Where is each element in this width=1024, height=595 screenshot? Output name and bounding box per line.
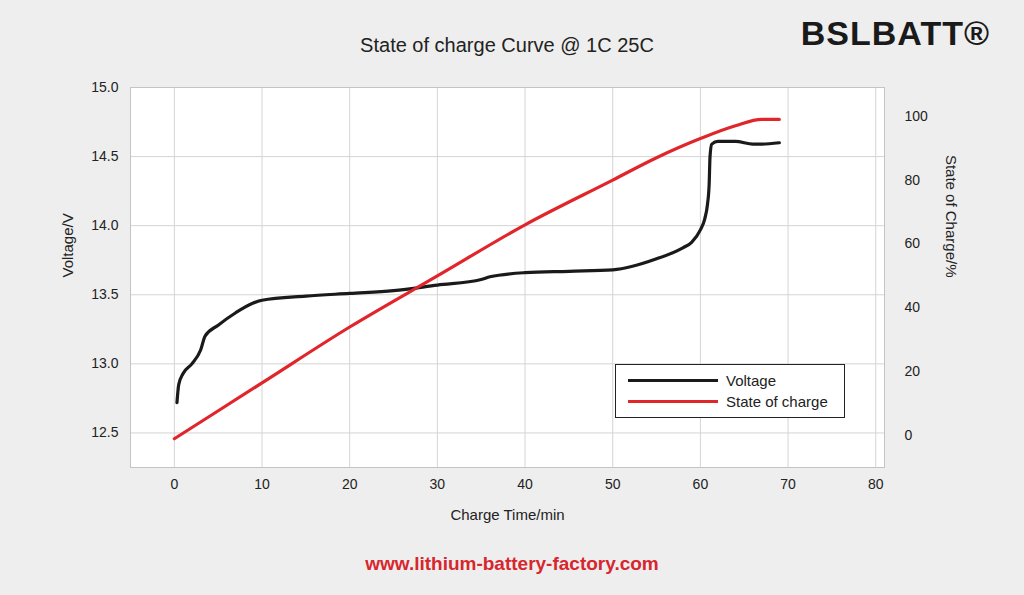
svg-text:0: 0 xyxy=(905,427,913,443)
html-text:BSLBATT®: BSLBATT® xyxy=(800,14,990,52)
svg-text:14.0: 14.0 xyxy=(91,217,118,233)
svg-text:60: 60 xyxy=(693,476,709,492)
html-text:www.lithium-battery-factory.co: www.lithium-battery-factory.com xyxy=(365,553,659,574)
svg-text:40: 40 xyxy=(517,476,533,492)
svg-text:100: 100 xyxy=(905,108,929,124)
svg-text:20: 20 xyxy=(905,363,921,379)
svg-text:80: 80 xyxy=(868,476,884,492)
svg-text:13.5: 13.5 xyxy=(91,286,118,302)
svg-text:13.0: 13.0 xyxy=(91,355,118,371)
svg-text:State of Charge/%: State of Charge/% xyxy=(943,155,960,278)
svg-text:12.5: 12.5 xyxy=(91,424,118,440)
svg-text:60: 60 xyxy=(905,235,921,251)
svg-text:50: 50 xyxy=(605,476,621,492)
svg-text:20: 20 xyxy=(342,476,358,492)
svg-text:70: 70 xyxy=(780,476,796,492)
svg-text:14.5: 14.5 xyxy=(91,148,118,164)
svg-text:15.0: 15.0 xyxy=(91,79,118,95)
svg-text:40: 40 xyxy=(905,299,921,315)
html-text:State of charge: State of charge xyxy=(726,393,828,410)
svg-text:Voltage/V: Voltage/V xyxy=(59,213,76,277)
svg-text:10: 10 xyxy=(254,476,270,492)
svg-text:Charge Time/min: Charge Time/min xyxy=(450,506,564,523)
svg-text:30: 30 xyxy=(430,476,446,492)
svg-text:80: 80 xyxy=(905,172,921,188)
svg-text:0: 0 xyxy=(170,476,178,492)
html-text:Voltage: Voltage xyxy=(726,372,776,389)
html-text:State of charge Curve @ 1C 25C: State of charge Curve @ 1C 25C xyxy=(360,34,654,56)
